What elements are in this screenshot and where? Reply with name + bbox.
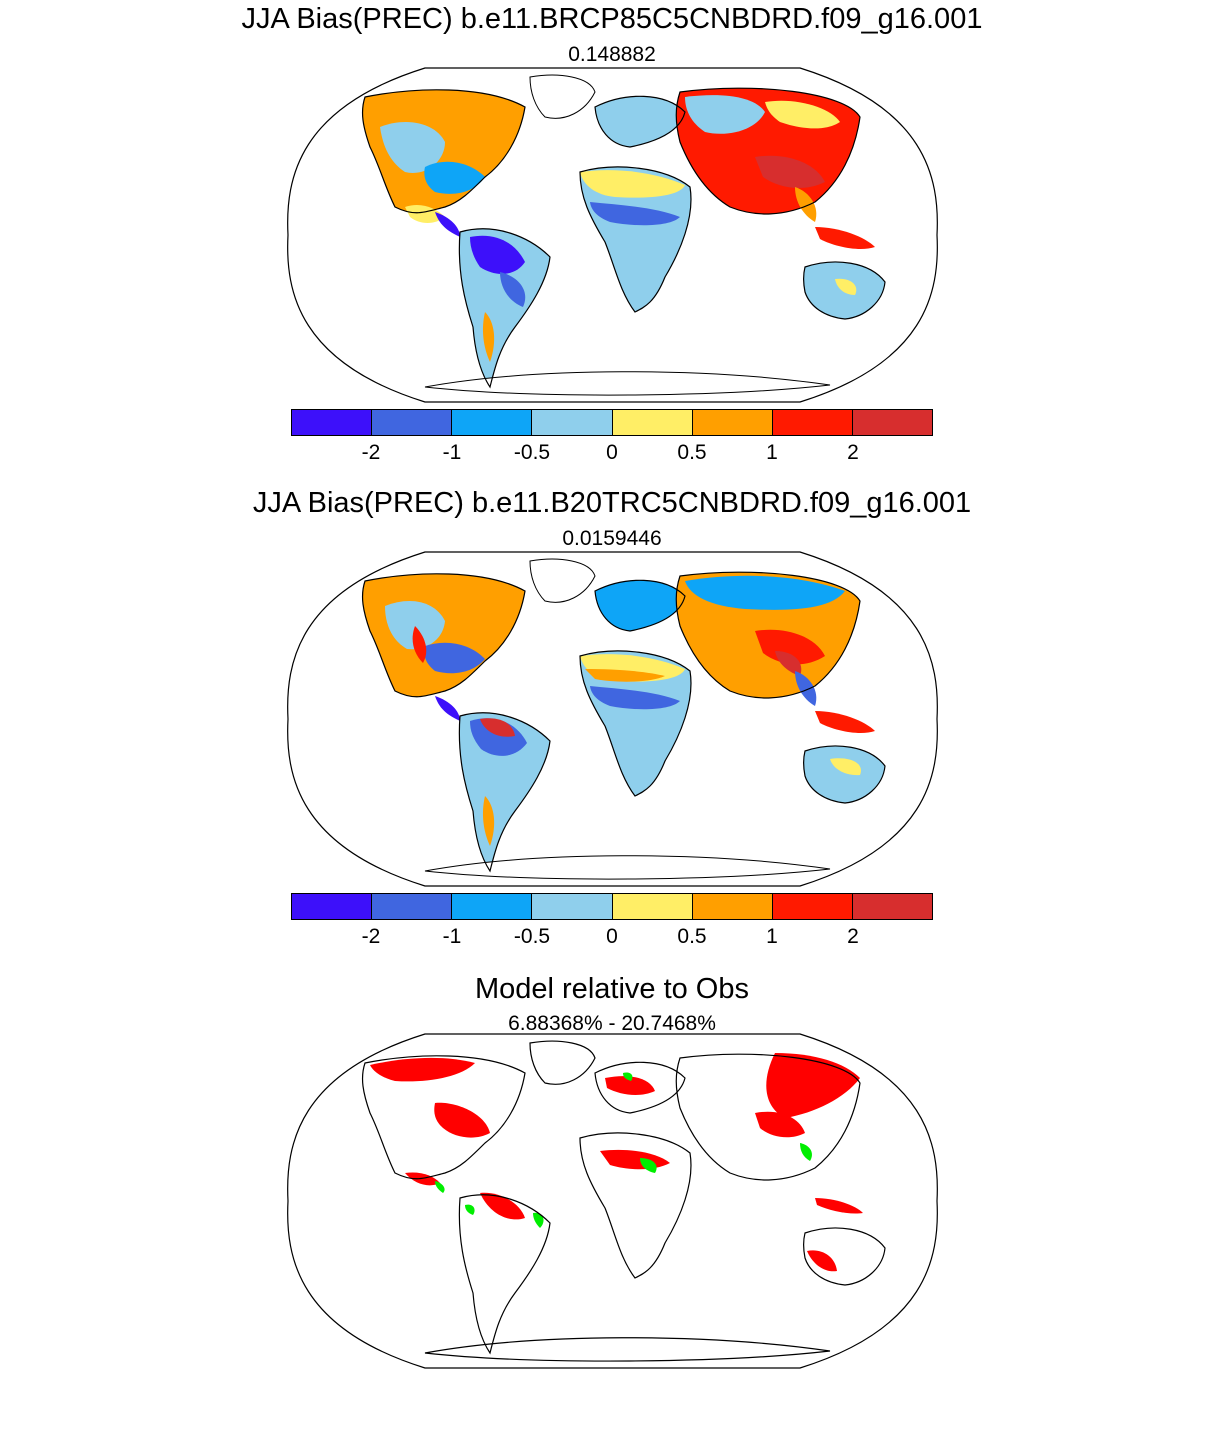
colorbar-label: 1 (766, 925, 778, 948)
panel1-projection-outline (287, 67, 938, 403)
colorbar-swatch (612, 894, 693, 919)
colorbar-swatch (452, 410, 533, 435)
colorbar-swatch (292, 894, 373, 919)
colorbar-swatch (532, 894, 613, 919)
colorbar-label: 2 (847, 925, 859, 948)
colorbar-swatch (452, 894, 533, 919)
colorbar-label: -1 (442, 441, 462, 464)
panel1-coastlines (361, 87, 886, 389)
panel3-map (287, 1033, 938, 1369)
panel3-subtitle: 6.88368% - 20.7468% (508, 1012, 716, 1035)
colorbar-label: -2 (361, 441, 381, 464)
colorbar-swatch (292, 410, 373, 435)
colorbar-swatch (372, 410, 453, 435)
colorbar-label: -1 (442, 925, 462, 948)
panel1-colorbar (291, 409, 933, 436)
panel2-projection-outline (287, 551, 938, 887)
panel2-map (287, 551, 938, 887)
panel1-colorbar-labels: -2 -1 -0.5 0 0.5 1 2 (291, 440, 933, 466)
colorbar-swatch (852, 410, 932, 435)
colorbar-swatch (532, 410, 613, 435)
colorbar-swatch (692, 410, 773, 435)
panel2-colorbar-labels: -2 -1 -0.5 0 0.5 1 2 (291, 924, 933, 950)
colorbar-label: 0.5 (677, 925, 707, 948)
panel2-colorbar (291, 893, 933, 920)
panel2-subtitle: 0.0159446 (562, 527, 662, 550)
panel3-land (362, 1041, 885, 1362)
colorbar-swatch (372, 894, 453, 919)
panel3-projection-outline (287, 1033, 938, 1369)
panel2-coastlines (361, 571, 886, 873)
colorbar-swatch (852, 894, 932, 919)
colorbar-swatch (772, 410, 853, 435)
panel1-land (362, 74, 885, 396)
colorbar-label: 0 (606, 925, 618, 948)
colorbar-swatch (612, 410, 693, 435)
panel3-coastlines (361, 1040, 886, 1362)
panel3-title: Model relative to Obs (474, 973, 749, 1005)
colorbar-label: 2 (847, 441, 859, 464)
panel1-subtitle: 0.148882 (568, 43, 656, 66)
colorbar-label: -0.5 (513, 925, 551, 948)
panel1-title: JJA Bias(PREC) b.e11.BRCP85C5CNBDRD.f09_… (241, 3, 983, 35)
colorbar-swatch (692, 894, 773, 919)
colorbar-label: 0 (606, 441, 618, 464)
colorbar-label: 0.5 (677, 441, 707, 464)
panel1-map (287, 67, 938, 403)
colorbar-label: 1 (766, 441, 778, 464)
colorbar-swatch (772, 894, 853, 919)
panel2-land (362, 558, 885, 880)
colorbar-label: -0.5 (513, 441, 551, 464)
colorbar-label: -2 (361, 925, 381, 948)
panel2-title: JJA Bias(PREC) b.e11.B20TRC5CNBDRD.f09_g… (252, 487, 972, 519)
